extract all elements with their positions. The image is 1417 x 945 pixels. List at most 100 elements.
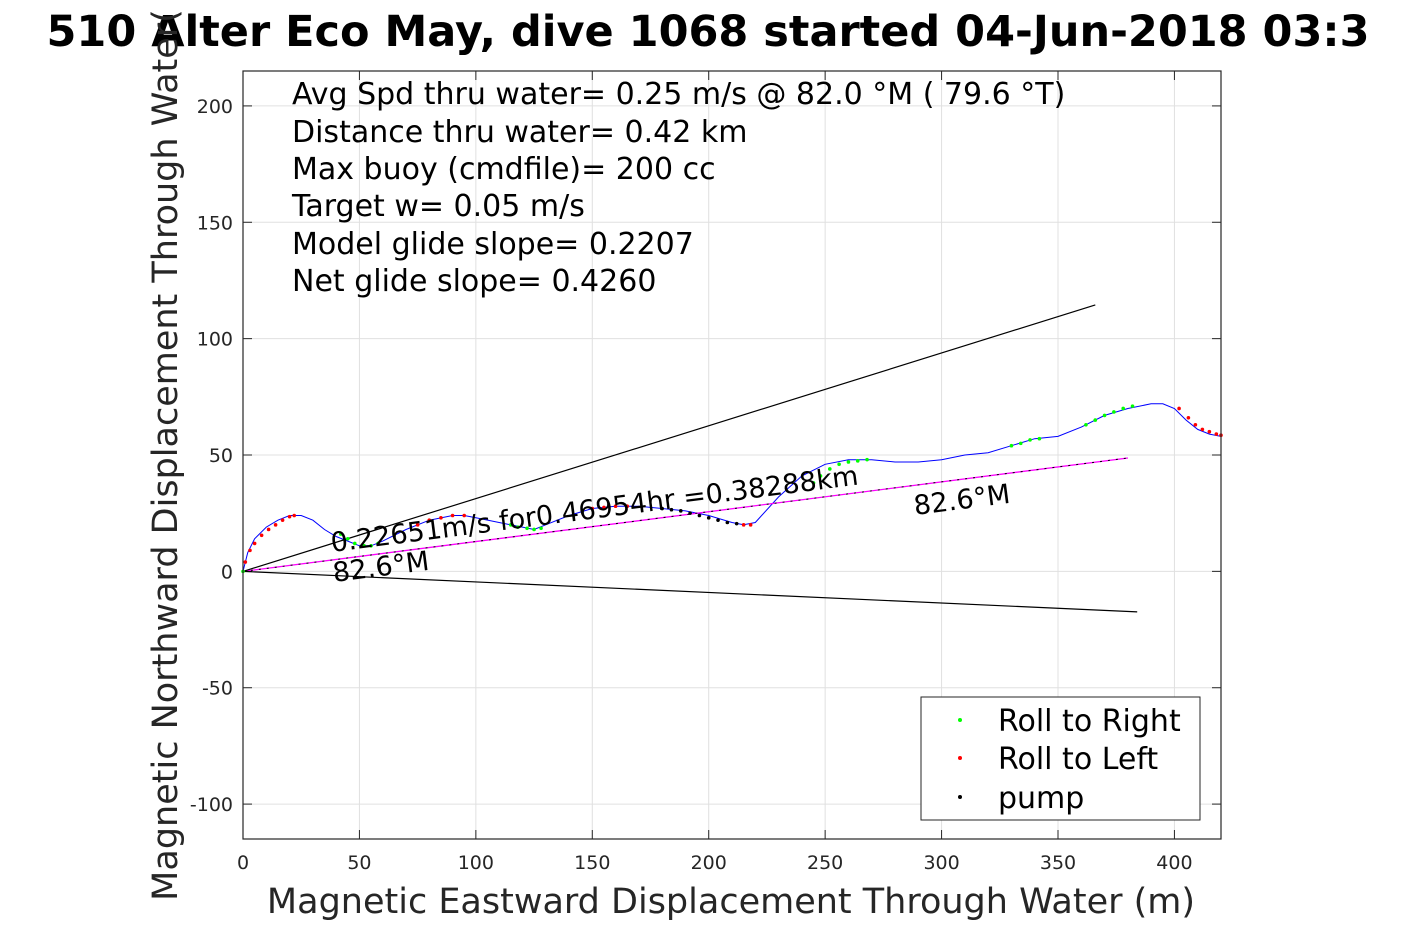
pump-point xyxy=(697,513,702,518)
stat-line: Net glide slope= 0.4260 xyxy=(292,264,656,299)
x-tick-label: 350 xyxy=(1040,852,1076,874)
roll-left-point xyxy=(613,504,618,509)
envelope-lower-line xyxy=(242,570,1138,613)
roll-right-point xyxy=(846,460,851,464)
x-axis-label: Magnetic Eastward Displacement Through W… xyxy=(267,882,1195,922)
roll-right-point xyxy=(811,481,816,485)
legend-label-roll-right: Roll to Right xyxy=(998,704,1181,739)
x-tick-label: 300 xyxy=(923,852,959,874)
y-tick-label: 150 xyxy=(197,212,233,234)
pump-point xyxy=(688,511,692,515)
legend-marker-roll-left xyxy=(958,756,962,760)
roll-right-point xyxy=(539,526,543,531)
roll-right-point xyxy=(532,527,536,532)
roll-right-point xyxy=(1084,422,1088,427)
roll-right-point xyxy=(525,526,529,531)
plot-lines xyxy=(242,304,1222,613)
roll-left-point xyxy=(439,516,443,520)
x-tick-label: 100 xyxy=(458,852,494,874)
roll-left-point xyxy=(1214,432,1219,436)
y-tick-label: -50 xyxy=(202,678,233,700)
roll-right-point xyxy=(1037,436,1042,441)
x-tick-label: 250 xyxy=(807,852,843,874)
x-tick-label: 150 xyxy=(574,852,610,874)
roll-right-point xyxy=(339,532,343,536)
x-tick-label: 200 xyxy=(691,852,727,874)
roll-left-point xyxy=(741,523,746,527)
pump-point xyxy=(734,521,739,526)
roll-right-point xyxy=(515,525,520,529)
plot-markers xyxy=(241,404,1223,574)
legend: Roll to Right Roll to Left pump xyxy=(920,696,1201,821)
roll-right-point xyxy=(376,541,380,546)
legend-label-pump: pump xyxy=(998,781,1084,816)
roll-left-point xyxy=(1207,429,1212,434)
envelope-upper-line xyxy=(242,304,1096,572)
y-tick-label: 100 xyxy=(197,329,233,351)
roll-right-point xyxy=(837,462,841,467)
roll-left-point xyxy=(292,513,297,518)
y-tick-label: 50 xyxy=(209,445,233,467)
roll-left-point xyxy=(1186,415,1191,420)
stat-line: Max buoy (cmdfile)= 200 cc xyxy=(292,152,716,187)
roll-right-point xyxy=(855,459,860,463)
roll-right-point xyxy=(1009,443,1014,448)
roll-left-point xyxy=(427,518,432,522)
stats-block: Avg Spd thru water= 0.25 m/s @ 82.0 °M (… xyxy=(291,77,1065,299)
roll-left-point xyxy=(287,514,292,519)
legend-box xyxy=(920,696,1201,821)
roll-right-point xyxy=(1102,413,1107,418)
roll-right-point xyxy=(1130,404,1135,408)
roll-right-point xyxy=(1028,438,1032,442)
chart-title: 510 Alter Eco May, dive 1068 started 04-… xyxy=(46,7,1369,57)
x-tick-label: 0 xyxy=(237,852,249,874)
pump-point xyxy=(706,516,711,520)
legend-label-roll-left: Roll to Left xyxy=(998,742,1158,777)
roll-right-point xyxy=(1093,418,1098,422)
roll-left-point xyxy=(273,523,278,527)
axis-ticks: 0 50 100 150 200 250 300 350 400 -100 -50 0 50 100 150… xyxy=(190,71,1221,874)
pump-point xyxy=(716,518,720,522)
x-tick-label: 50 xyxy=(347,852,371,874)
roll-right-point xyxy=(818,474,823,478)
roll-left-point xyxy=(625,504,630,509)
y-axis-label: Magnetic Northward Displacement Through … xyxy=(146,9,186,901)
y-tick-label: 0 xyxy=(221,561,233,583)
roll-left-point xyxy=(280,518,285,522)
roll-left-point xyxy=(1200,427,1205,432)
heading-line xyxy=(242,457,1128,573)
stat-line: Distance thru water= 0.42 km xyxy=(292,115,747,150)
roll-right-point xyxy=(508,523,513,527)
roll-left-point xyxy=(252,541,257,546)
roll-left-point xyxy=(415,523,420,527)
x-tick-label: 400 xyxy=(1156,852,1192,874)
track-line xyxy=(242,403,1222,572)
y-tick-label: -100 xyxy=(190,794,233,816)
roll-right-point xyxy=(369,543,373,548)
grid xyxy=(242,71,1221,839)
roll-left-point xyxy=(450,513,455,518)
roll-right-point xyxy=(1018,441,1023,446)
stat-line: Model glide slope= 0.2207 xyxy=(292,227,694,262)
roll-left-point xyxy=(602,505,606,510)
roll-right-point xyxy=(1112,410,1116,414)
pump-point xyxy=(725,520,730,525)
roll-left-point xyxy=(590,506,595,511)
roll-left-point xyxy=(1193,422,1198,427)
legend-marker-pump xyxy=(958,795,962,799)
pump-point xyxy=(669,507,674,512)
pump-point xyxy=(660,506,664,511)
roll-left-point xyxy=(248,548,252,553)
plot-frame xyxy=(242,70,1222,840)
roll-right-point xyxy=(345,536,350,541)
speed-annotation: 0.22651m/s for0.46954hr =0.38288km xyxy=(329,461,860,559)
stat-line: Avg Spd thru water= 0.25 m/s @ 82.0 °M (… xyxy=(292,77,1065,112)
roll-left-point xyxy=(243,560,248,564)
roll-left-point xyxy=(462,513,467,518)
roll-right-point xyxy=(352,541,357,546)
roll-left-point xyxy=(1177,406,1181,411)
roll-left-point xyxy=(748,523,753,527)
legend-marker-roll-right xyxy=(958,718,962,722)
roll-right-point xyxy=(1121,406,1125,411)
